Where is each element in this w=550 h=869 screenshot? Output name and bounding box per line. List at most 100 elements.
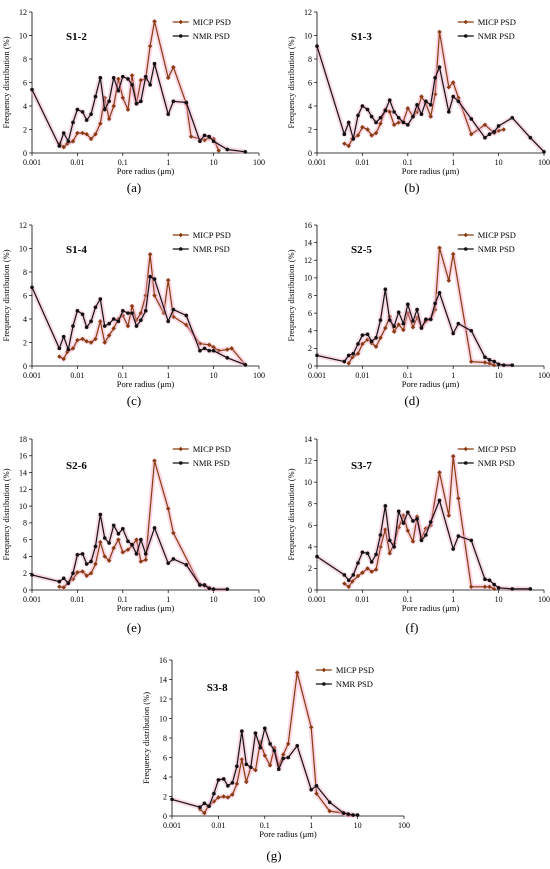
micp-point — [373, 130, 379, 136]
nmr-point — [424, 99, 428, 104]
nmr-point — [152, 277, 157, 281]
micp-point — [342, 581, 347, 586]
micp-point — [202, 137, 207, 143]
x-tick-label: 10 — [495, 371, 503, 380]
nmr-point — [492, 582, 497, 587]
micp-point — [487, 361, 492, 366]
legend-micp-marker — [178, 446, 183, 452]
nmr-point — [342, 573, 347, 577]
y-tick-label: 14 — [19, 468, 27, 477]
nmr-point — [428, 520, 433, 524]
x-tick-label: 1 — [451, 595, 455, 604]
legend-nmr-marker — [463, 247, 468, 251]
micp-point — [61, 356, 66, 362]
legend-micp-marker — [463, 232, 468, 238]
nmr-point — [134, 101, 139, 106]
y-tick-label: 12 — [304, 8, 312, 17]
legend-nmr-marker — [178, 34, 183, 38]
micp-point — [188, 134, 194, 139]
nmr-point — [433, 76, 437, 80]
nmr-point — [365, 551, 370, 556]
x-tick-label: 100 — [253, 595, 265, 604]
nmr-point — [225, 587, 230, 591]
nmr-point — [542, 150, 546, 154]
nmr-point — [130, 542, 134, 547]
micp-point — [346, 584, 351, 589]
nmr-point — [89, 112, 93, 117]
legend-micp-label: MICP PSD — [478, 230, 516, 240]
y-axis-label: Frequency distribution (%) — [286, 468, 296, 560]
x-tick-label: 0.001 — [308, 371, 326, 380]
y-tick-label: 6 — [23, 535, 27, 544]
legend-micp-label: MICP PSD — [193, 444, 231, 454]
micp-point — [57, 354, 62, 359]
nmr-point — [61, 131, 66, 135]
x-tick-label: 1 — [166, 595, 170, 604]
y-tick-label: 2 — [23, 569, 27, 578]
y-tick-label: 6 — [308, 521, 312, 530]
nmr-point — [30, 285, 34, 290]
x-tick-label: 10 — [210, 371, 218, 380]
chart-svg-b: 0 2 4 6 8 10 12 0.001 0.01 0.1 1 10 100 Pore radius (… — [286, 8, 550, 176]
nmr-point — [510, 115, 515, 120]
micp-point — [75, 130, 80, 136]
micp-point — [184, 322, 189, 328]
nmr-point — [75, 308, 80, 313]
nmr-point — [383, 108, 388, 113]
x-tick-label: 0.01 — [355, 371, 369, 380]
nmr-point — [221, 777, 226, 781]
micp-point — [346, 143, 351, 149]
chart-panel-c: 0 2 4 6 8 10 12 0.001 0.01 0.1 1 10 100 Pore radius (… — [0, 213, 265, 425]
y-tick-label: 6 — [23, 291, 27, 300]
nmr-point — [116, 319, 121, 324]
y-tick-label: 14 — [304, 238, 312, 247]
nmr-point — [392, 324, 396, 329]
nmr-point — [469, 538, 474, 543]
micp-point — [225, 795, 231, 800]
x-tick-label: 0.001 — [163, 821, 181, 830]
nmr-point — [428, 317, 433, 322]
y-tick-label: 8 — [308, 55, 312, 64]
micp-point — [387, 109, 392, 115]
y-tick-label: 0 — [308, 362, 312, 371]
nmr-point — [202, 583, 207, 587]
nmr-point — [369, 339, 374, 344]
nmr-point — [510, 363, 515, 367]
nmr-point — [437, 498, 442, 503]
nmr-point — [198, 583, 202, 587]
x-tick-label: 0.001 — [308, 158, 326, 167]
nmr-point — [198, 348, 202, 353]
nmr-point — [469, 117, 474, 121]
micp-point — [152, 293, 157, 298]
legend-nmr-label: NMR PSD — [193, 244, 230, 254]
series-highlight — [346, 245, 496, 368]
micp-point — [84, 132, 89, 137]
y-tick-label: 8 — [23, 519, 27, 528]
nmr-point — [230, 781, 235, 785]
nmr-point — [207, 586, 212, 591]
micp-point — [221, 794, 226, 799]
nmr-point — [126, 539, 130, 544]
micp-point — [61, 585, 66, 590]
nmr-point — [80, 552, 85, 556]
nmr-point — [309, 787, 313, 792]
y-tick-label: 12 — [19, 221, 27, 230]
micp-point — [111, 545, 116, 551]
chart-panel-e: 0 2 4 6 8 10 12 14 16 18 0.001 0.01 0.1 1 10 100 Pore ra… — [0, 427, 265, 639]
nmr-point — [406, 510, 410, 515]
x-tick-label: 0.1 — [403, 595, 413, 604]
chart-title: S1-4 — [66, 244, 87, 256]
nmr-point — [492, 359, 497, 364]
nmr-point — [143, 308, 148, 313]
micp-point — [171, 314, 176, 319]
micp-point — [102, 340, 107, 345]
micp-point — [378, 335, 383, 340]
x-tick-label: 0.01 — [70, 371, 84, 380]
nmr-point — [198, 139, 202, 144]
y-tick-label: 2 — [308, 564, 312, 573]
caption-a: (a) — [126, 180, 142, 195]
nmr-point — [93, 94, 98, 99]
nmr-point — [276, 767, 281, 771]
nmr-point — [451, 547, 455, 551]
nmr-point — [89, 559, 93, 564]
